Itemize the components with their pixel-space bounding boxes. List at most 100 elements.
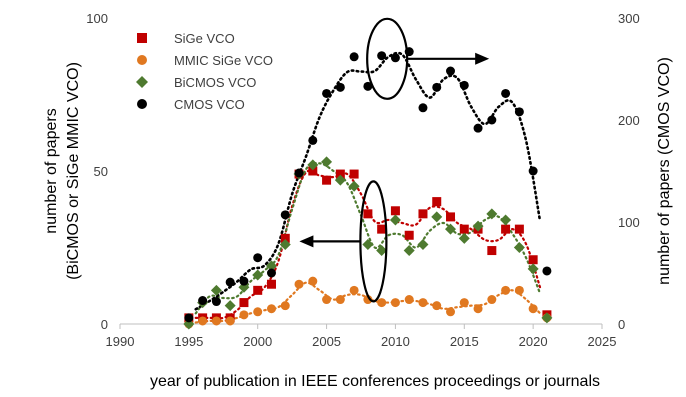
point-cmos-vco: [446, 66, 456, 76]
point-bicmos-vco: [252, 269, 264, 281]
point-bicmos-vco: [417, 238, 429, 250]
x-tick-label: 2020: [519, 334, 548, 349]
trendline-sige-vco: [194, 169, 542, 320]
point-sige-vco: [322, 175, 332, 185]
y-right-tick-label: 0: [618, 317, 625, 332]
point-cmos-vco: [335, 82, 345, 92]
y-right-tick-label: 200: [618, 113, 640, 128]
point-sige-vco: [487, 246, 497, 256]
point-bicmos-vco: [348, 180, 360, 192]
legend-marker-sige-vco: [137, 33, 147, 43]
point-cmos-vco: [211, 297, 221, 307]
point-bicmos-vco: [527, 263, 539, 275]
point-bicmos-vco: [500, 214, 512, 226]
point-bicmos-vco: [224, 300, 236, 312]
point-mmic-sige-vco: [528, 304, 538, 314]
point-bicmos-vco: [210, 284, 222, 296]
point-bicmos-vco: [321, 156, 333, 168]
point-bicmos-vco: [279, 238, 291, 250]
point-sige-vco: [390, 206, 400, 216]
x-tick-label: 2015: [450, 334, 479, 349]
point-bicmos-vco: [486, 208, 498, 220]
point-sige-vco: [266, 279, 276, 289]
point-mmic-sige-vco: [514, 285, 524, 295]
point-cmos-vco: [514, 107, 524, 117]
point-mmic-sige-vco: [390, 298, 400, 308]
point-cmos-vco: [418, 103, 428, 113]
point-sige-vco: [349, 169, 359, 179]
point-cmos-vco: [528, 166, 538, 176]
point-sige-vco: [459, 224, 469, 234]
point-bicmos-vco: [334, 174, 346, 186]
point-sige-vco: [363, 209, 373, 219]
trendline-cmos-vco: [194, 51, 542, 311]
point-bicmos-vco: [458, 232, 470, 244]
y-left-tick-label: 0: [101, 317, 108, 332]
point-cmos-vco: [266, 268, 276, 278]
point-cmos-vco: [184, 313, 194, 323]
point-bicmos-vco: [472, 220, 484, 232]
point-bicmos-vco: [389, 214, 401, 226]
point-bicmos-vco: [541, 312, 553, 324]
point-cmos-vco: [308, 135, 318, 145]
point-sige-vco: [528, 255, 538, 265]
x-tick-label: 2005: [312, 334, 341, 349]
point-cmos-vco: [542, 266, 552, 276]
point-mmic-sige-vco: [335, 295, 345, 305]
point-cmos-vco: [225, 277, 235, 287]
point-mmic-sige-vco: [363, 295, 373, 305]
y-left-tick-label: 100: [86, 11, 108, 26]
arrow-right-head: [475, 52, 490, 65]
y-left-axis-title-line1: number of papers: [43, 108, 60, 233]
point-bicmos-vco: [307, 159, 319, 171]
point-cmos-vco: [198, 296, 208, 306]
y-left-tick-label: 50: [94, 164, 108, 179]
point-cmos-vco: [501, 88, 511, 98]
point-sige-vco: [418, 209, 428, 219]
point-mmic-sige-vco: [418, 298, 428, 308]
point-mmic-sige-vco: [280, 301, 290, 311]
point-bicmos-vco: [431, 211, 443, 223]
point-mmic-sige-vco: [501, 285, 511, 295]
point-mmic-sige-vco: [473, 304, 483, 314]
point-sige-vco: [308, 166, 318, 176]
point-mmic-sige-vco: [198, 316, 208, 326]
point-mmic-sige-vco: [294, 279, 304, 289]
x-tick-label: 2010: [381, 334, 410, 349]
point-mmic-sige-vco: [377, 298, 387, 308]
point-mmic-sige-vco: [349, 285, 359, 295]
point-sige-vco: [335, 169, 345, 179]
point-mmic-sige-vco: [308, 276, 318, 286]
y-right-tick-label: 100: [618, 215, 640, 230]
point-sige-vco: [514, 224, 524, 234]
point-bicmos-vco: [513, 242, 525, 253]
point-cmos-vco: [473, 123, 483, 133]
legend-label-sige-vco: SiGe VCO: [174, 31, 235, 46]
point-bicmos-vco: [403, 245, 415, 257]
point-cmos-vco: [363, 81, 373, 91]
point-cmos-vco: [432, 82, 442, 92]
point-cmos-vco: [253, 253, 263, 263]
point-sige-vco: [377, 224, 387, 234]
y-left-axis-title: number of papers (BiCMOS or SiGe MMIC VCO…: [43, 62, 82, 280]
point-mmic-sige-vco: [211, 316, 221, 326]
x-tick-label: 1995: [174, 334, 203, 349]
point-cmos-vco: [349, 52, 359, 62]
point-bicmos-vco: [376, 245, 388, 257]
point-sige-vco: [446, 212, 456, 222]
y-left-axis-title-line2: (BiCMOS or SiGe MMIC VCO): [65, 62, 82, 280]
trendline-bicmos-vco: [194, 162, 542, 315]
legend-label-mmic-sige-vco: MMIC SiGe VCO: [174, 53, 273, 68]
point-cmos-vco: [280, 210, 290, 220]
x-tick-label: 2025: [588, 334, 617, 349]
point-sige-vco: [280, 233, 290, 243]
y-right-tick-label: 300: [618, 11, 640, 26]
legend-marker-bicmos-vco: [136, 76, 148, 88]
point-sige-vco: [404, 230, 414, 240]
point-bicmos-vco: [445, 223, 457, 235]
point-mmic-sige-vco: [487, 295, 497, 305]
point-sige-vco: [253, 285, 263, 295]
point-bicmos-vco: [362, 238, 374, 250]
point-cmos-vco: [459, 80, 469, 90]
arrow-left-head: [299, 235, 314, 248]
